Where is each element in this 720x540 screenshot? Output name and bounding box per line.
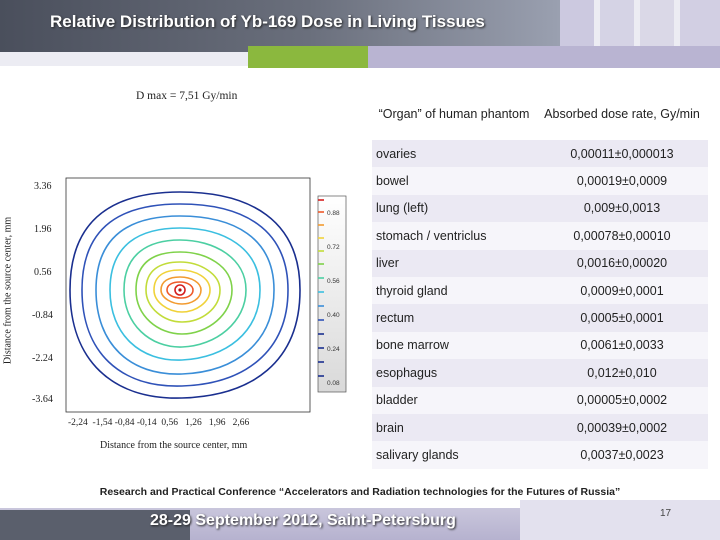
table-row: salivary glands 0,0037±0,0023 <box>372 441 708 469</box>
x-axis-label: Distance from the source center, mm <box>100 440 248 451</box>
colorbar-tick-label: 0.08 <box>327 380 340 387</box>
organ-cell: thyroid gland <box>372 276 536 305</box>
colorbar-tick-label: 0.40 <box>327 312 340 319</box>
dose-cell: 0,009±0,0013 <box>536 194 708 223</box>
contour-line <box>166 281 194 299</box>
dmax-label: D max = 7,51 Gy/min <box>136 90 238 102</box>
dose-cell: 0,00039±0,0002 <box>536 413 708 442</box>
column-header-organ: “Organ” of human phantom <box>372 88 536 140</box>
header-decoration <box>640 0 674 46</box>
colorbar <box>317 195 347 393</box>
organ-cell: bone marrow <box>372 331 536 360</box>
contour-lines <box>69 191 301 399</box>
table-header-row: “Organ” of human phantom Absorbed dose r… <box>372 88 708 140</box>
dose-contour-plot: 0.88 0.72 0.56 0.40 0.24 0.08 3.36 1.96 … <box>32 177 347 428</box>
table-row: rectum 0,0005±0,0001 <box>372 304 708 332</box>
organ-cell: rectum <box>372 304 536 332</box>
accent-bar-purple <box>368 46 720 68</box>
contour-line <box>109 227 261 361</box>
y-tick-label: 1.96 <box>34 224 52 235</box>
organ-cell: ovaries <box>372 140 536 168</box>
table-row: bladder 0,00005±0,0002 <box>372 386 708 414</box>
colorbar-swatches <box>318 199 324 377</box>
dose-cell: 0,0005±0,0001 <box>536 304 708 332</box>
contour-line <box>145 261 221 323</box>
dose-cell: 0,0016±0,00020 <box>536 249 708 277</box>
table-row: liver 0,0016±0,00020 <box>372 249 708 277</box>
dose-rate-table: “Organ” of human phantom Absorbed dose r… <box>372 88 708 469</box>
contour-line <box>81 203 289 387</box>
organ-cell: salivary glands <box>372 441 536 469</box>
contour-line <box>153 269 211 313</box>
contour-line <box>69 191 301 399</box>
y-tick-label: 3.36 <box>34 181 52 192</box>
dose-cell: 0,0061±0,0033 <box>536 331 708 360</box>
organ-cell: stomach / ventriclus <box>372 222 536 250</box>
y-tick-label: -2.24 <box>32 353 53 364</box>
organ-cell: liver <box>372 249 536 277</box>
contour-line <box>135 251 233 335</box>
organ-cell: bladder <box>372 386 536 414</box>
dose-cell: 0,0009±0,0001 <box>536 276 708 305</box>
slide-title: Relative Distribution of Yb-169 Dose in … <box>50 12 485 31</box>
dose-cell: 0,00005±0,0002 <box>536 386 708 414</box>
header-decoration <box>560 0 594 46</box>
table-row: lung (left) 0,009±0,0013 <box>372 194 708 223</box>
page-number: 17 <box>660 508 672 519</box>
column-header-dose: Absorbed dose rate, Gy/min <box>536 88 708 140</box>
contour-line <box>160 276 202 305</box>
dose-cell: 0,012±0,010 <box>536 359 708 387</box>
table-row: bone marrow 0,0061±0,0033 <box>372 331 708 360</box>
header-dark-band <box>0 0 560 52</box>
organ-cell: esophagus <box>372 359 536 387</box>
table-row: brain 0,00039±0,0002 <box>372 413 708 442</box>
table-row: ovaries 0,00011±0,000013 <box>372 140 708 168</box>
organ-cell: bowel <box>372 167 536 195</box>
colorbar-tick-label: 0.72 <box>327 244 340 251</box>
table-row: thyroid gland 0,0009±0,0001 <box>372 276 708 305</box>
y-tick-label: 0.56 <box>34 267 52 278</box>
footer-dark-panel <box>0 510 190 540</box>
header-decoration <box>680 0 720 46</box>
organ-cell: brain <box>372 413 536 442</box>
contour-line <box>123 239 247 348</box>
y-tick-label: -3.64 <box>32 394 53 405</box>
colorbar-tick-label: 0.24 <box>327 346 340 353</box>
table-row: bowel 0,00019±0,0009 <box>372 167 708 195</box>
dose-cell: 0,00078±0,00010 <box>536 222 708 250</box>
dose-cell: 0,00011±0,000013 <box>536 140 708 168</box>
accent-bar-green <box>248 46 368 68</box>
source-center-point <box>178 288 182 292</box>
x-tick-labels: -2,24 -1,54 -0,84 -0,14 0,56 1,26 1,96 2… <box>68 418 250 428</box>
dose-cell: 0,0037±0,0023 <box>536 441 708 469</box>
header-decoration <box>600 0 634 46</box>
dose-cell: 0,00019±0,0009 <box>536 167 708 195</box>
organ-cell: lung (left) <box>372 194 536 223</box>
colorbar-tick-label: 0.88 <box>327 210 340 217</box>
table-row: esophagus 0,012±0,010 <box>372 359 708 387</box>
event-date-place: 28-29 September 2012, Saint-Petersburg <box>150 512 456 529</box>
y-tick-label: -0.84 <box>32 310 53 321</box>
colorbar-tick-label: 0.56 <box>327 278 340 285</box>
conference-note: Research and Practical Conference “Accel… <box>99 486 621 498</box>
contour-line <box>95 215 275 375</box>
contour-line <box>174 284 186 296</box>
footer-light-panel <box>520 500 720 540</box>
table-row: stomach / ventriclus 0,00078±0,00010 <box>372 222 708 250</box>
